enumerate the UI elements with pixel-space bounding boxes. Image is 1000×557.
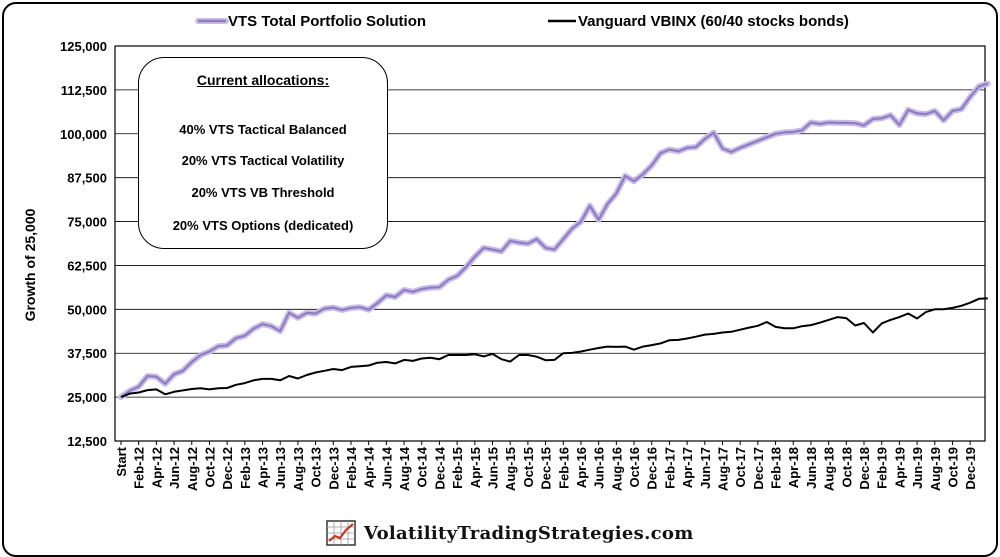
x-tick-label: Aug-18: [822, 447, 837, 491]
x-tick-label: Apr-13: [256, 447, 271, 488]
x-tick-label: Dec-13: [326, 447, 341, 490]
x-tick-label: Apr-15: [468, 447, 483, 488]
x-tick-label: Jun-13: [273, 447, 288, 489]
legend-label-vbinx: Vanguard VBINX (60/40 stocks bonds): [578, 13, 849, 30]
x-tick-label: Apr-19: [892, 447, 907, 488]
y-tick-label: 37,500: [67, 346, 107, 361]
x-tick-label: Feb-15: [450, 447, 465, 489]
x-tick-label: Aug-13: [291, 447, 306, 491]
x-tick-label: Aug-15: [503, 447, 518, 491]
x-tick-label: Oct-19: [945, 447, 960, 487]
y-tick-label: 25,000: [67, 390, 107, 405]
x-tick-label: Jun-15: [486, 447, 501, 489]
chart-logo-icon: [326, 520, 356, 546]
x-tick-label: Dec-19: [963, 447, 978, 490]
x-tick-label: Feb-13: [238, 447, 253, 489]
x-tick-label: Jun-18: [804, 447, 819, 489]
x-tick-label: Dec-18: [857, 447, 872, 490]
x-tick-label: Dec-12: [220, 447, 235, 490]
x-tick-label: Dec-16: [645, 447, 660, 490]
x-tick-label: Apr-17: [680, 447, 695, 488]
y-tick-label: 62,500: [67, 258, 107, 273]
allocation-item: 20% VTS VB Threshold: [191, 185, 335, 200]
x-tick-label: Aug-16: [609, 447, 624, 491]
allocation-item: 20% VTS Tactical Volatility: [181, 153, 345, 168]
legend: VTS Total Portfolio Solution Vanguard VB…: [195, 13, 849, 30]
legend-label-vts: VTS Total Portfolio Solution: [228, 13, 426, 30]
site-name: VolatilityTradingStrategies.com: [364, 522, 694, 544]
y-tick-label: 112,500: [61, 83, 107, 98]
x-tick-label: Jun-19: [910, 447, 925, 489]
x-tick-label: Apr-14: [362, 446, 377, 488]
series-vbinx-line: [120, 297, 988, 399]
x-axis-ticks: Start Feb-12 Apr-12 Jun-12 Aug-12 Oct-12 Dec-1…: [114, 441, 978, 491]
series-lines: [118, 80, 991, 401]
x-tick-label: Feb-19: [875, 447, 890, 489]
x-tick-label: Oct-13: [309, 447, 324, 487]
x-tick-label: Apr-16: [574, 447, 589, 488]
y-tick-label: 50,000: [67, 302, 107, 317]
x-tick-label: Start: [114, 446, 129, 476]
x-tick-label: Oct-15: [521, 447, 536, 487]
x-tick-label: Oct-14: [415, 446, 430, 487]
x-tick-label: Feb-12: [132, 447, 147, 489]
x-tick-label: Feb-16: [556, 447, 571, 489]
x-tick-label: Dec-14: [432, 446, 447, 489]
x-tick-label: Aug-12: [185, 447, 200, 491]
x-tick-label: Feb-18: [769, 447, 784, 489]
x-tick-label: Jun-12: [167, 447, 182, 489]
y-axis-ticks: 12,500 25,000 37,500 50,000 62,500 75,000 87,5…: [60, 39, 107, 449]
y-tick-label: 125,000: [60, 39, 107, 54]
allocations-box: Current allocations: 40% VTS Tactical Ba…: [138, 57, 388, 249]
x-tick-label: Jun-17: [698, 447, 713, 489]
allocations-title: Current allocations:: [196, 72, 330, 88]
x-tick-label: Oct-17: [733, 447, 748, 487]
y-tick-label: 100,000: [60, 127, 107, 142]
site-footer: VolatilityTradingStrategies.com: [326, 519, 694, 547]
x-tick-label: Jun-16: [592, 447, 607, 489]
y-axis-label: Growth of 25,000: [22, 208, 38, 321]
x-tick-label: Dec-15: [539, 447, 554, 490]
allocation-item: 20% VTS Options (dedicated): [172, 218, 354, 233]
series-vts-line: [120, 82, 989, 398]
x-tick-label: Aug-14: [397, 446, 412, 491]
x-tick-label: Jun-14: [379, 446, 394, 489]
y-tick-label: 87,500: [67, 171, 107, 186]
x-tick-label: Apr-12: [149, 447, 164, 488]
allocation-item: 40% VTS Tactical Balanced: [179, 122, 347, 137]
x-tick-label: Dec-17: [751, 447, 766, 490]
y-tick-label: 75,000: [67, 215, 107, 230]
x-tick-label: Oct-18: [839, 447, 854, 487]
x-tick-label: Feb-14: [344, 446, 359, 489]
x-tick-label: Apr-18: [786, 447, 801, 488]
x-tick-label: Aug-19: [928, 447, 943, 491]
x-tick-label: Oct-12: [202, 447, 217, 487]
x-tick-label: Aug-17: [715, 447, 730, 491]
x-tick-label: Oct-16: [627, 447, 642, 487]
x-tick-label: Feb-17: [662, 447, 677, 489]
y-tick-label: 12,500: [67, 434, 107, 449]
